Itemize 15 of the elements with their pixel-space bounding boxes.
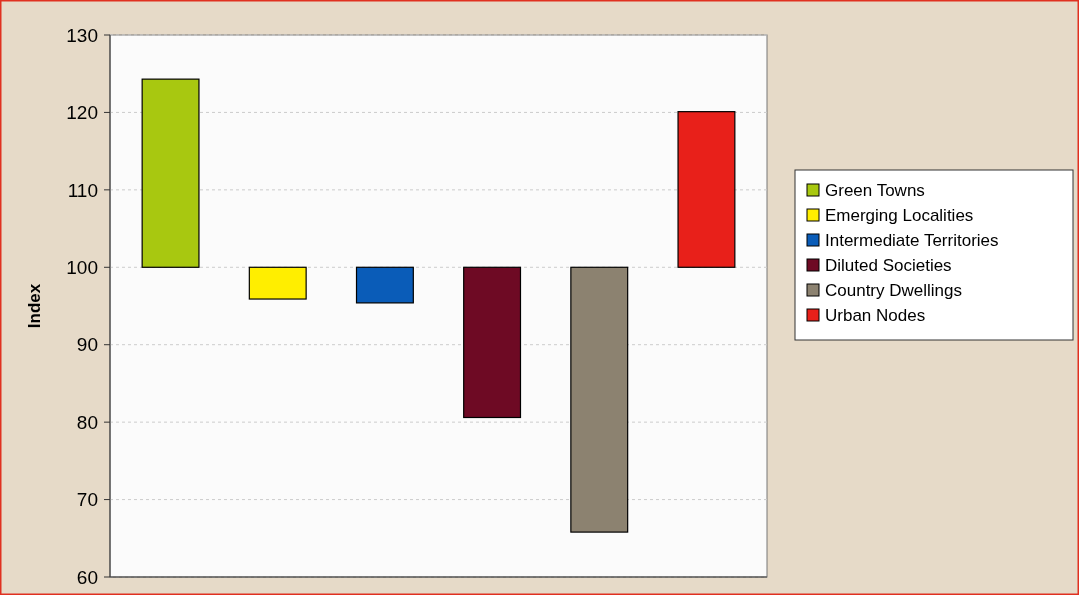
y-tick-label: 70 [76,489,98,511]
y-tick-label: 90 [76,334,98,356]
legend-label: Emerging Localities [825,205,974,225]
legend-label: Country Dwellings [825,280,962,300]
y-tick-label: 110 [67,179,98,201]
y-tick-label: 60 [76,566,98,588]
y-tick-label: 130 [66,24,98,46]
y-tick-label: 120 [66,102,98,124]
legend-label: Green Towns [825,180,925,200]
legend-label: Diluted Societies [825,255,952,275]
y-tick-label: 80 [76,411,98,433]
y-tick-label: 100 [66,256,98,278]
legend-label: Intermediate Territories [825,230,999,250]
legend-label: Urban Nodes [825,305,926,325]
y-axis-title: Index [25,283,44,329]
